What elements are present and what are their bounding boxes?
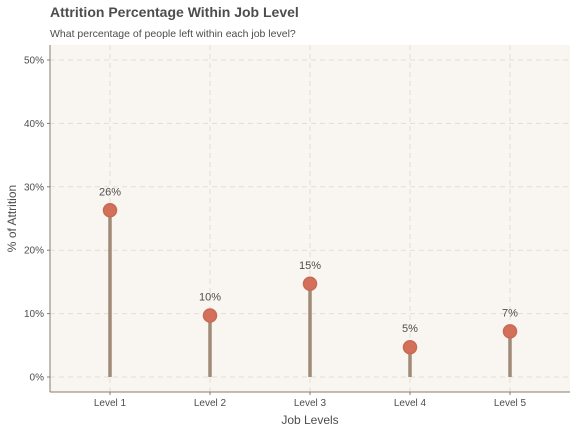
data-label: 10% — [199, 292, 221, 304]
y-tick-label: 40% — [24, 119, 44, 130]
data-label: 5% — [402, 323, 418, 335]
y-tick-label: 50% — [24, 56, 44, 67]
lollipop-point — [302, 276, 318, 292]
lollipop-point — [402, 339, 418, 355]
lollipop-marks — [102, 203, 518, 377]
x-tick-labels: Level 1 Level 2 Level 3 Level 4 Level 5 — [94, 392, 527, 409]
x-axis-title: Job Levels — [281, 413, 338, 427]
data-label: 7% — [502, 307, 518, 319]
y-tick-label: 20% — [24, 246, 44, 257]
data-label: 15% — [299, 260, 321, 272]
data-label: 26% — [99, 186, 121, 198]
x-tick-label: Level 1 — [94, 398, 127, 409]
y-tick-label: 0% — [30, 373, 45, 384]
data-labels: 26% 10% 15% 5% 7% — [99, 186, 518, 335]
x-tick-label: Level 5 — [494, 398, 527, 409]
x-tick-label: Level 2 — [194, 398, 227, 409]
y-tick-label: 10% — [24, 309, 44, 320]
chart-title: Attrition Percentage Within Job Level — [50, 4, 299, 20]
lollipop-point — [102, 203, 118, 218]
y-axis-title: % of Attrition — [5, 185, 19, 252]
x-tick-label: Level 4 — [394, 398, 427, 409]
lollipop-point — [502, 324, 518, 339]
y-tick-label: 30% — [24, 182, 44, 193]
chart-subtitle: What percentage of people left within ea… — [50, 28, 296, 40]
y-tick-labels: 0% 10% 20% 30% 40% 50% — [24, 56, 50, 384]
lollipop-point — [202, 308, 218, 323]
x-tick-label: Level 3 — [294, 398, 327, 409]
